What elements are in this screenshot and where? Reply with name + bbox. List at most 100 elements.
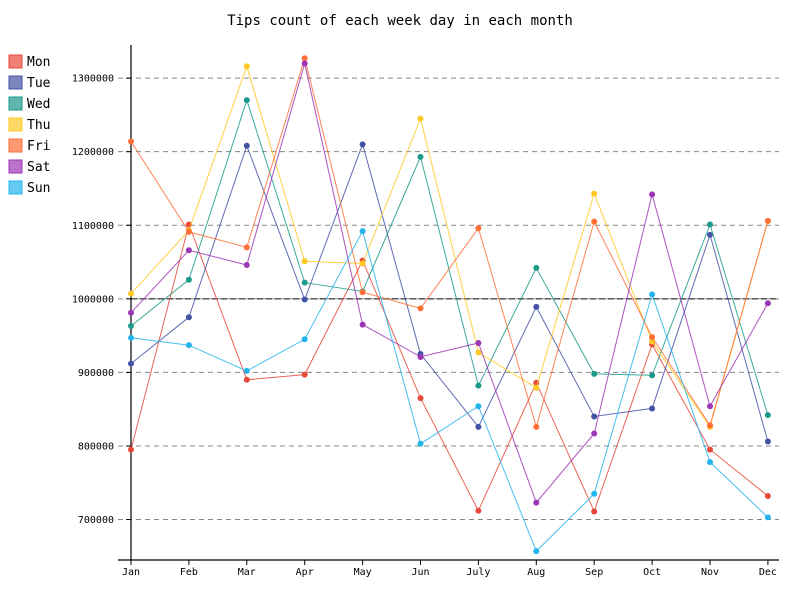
series-mon: [128, 221, 771, 515]
x-tick-label: Nov: [701, 567, 719, 578]
data-point: [764, 300, 771, 307]
data-point: [649, 334, 656, 341]
y-tick-label: 700000: [78, 515, 114, 526]
axes: [118, 45, 779, 561]
data-point: [417, 153, 424, 160]
data-point: [591, 490, 598, 497]
data-point: [591, 430, 598, 437]
data-point: [707, 221, 713, 228]
data-point: [764, 492, 771, 499]
data-point: [475, 225, 482, 232]
data-point: [359, 289, 366, 296]
legend-swatch: [8, 138, 23, 153]
data-point: [243, 97, 250, 104]
series-wed: [128, 97, 771, 419]
data-point: [185, 247, 192, 254]
x-tick-label: Mar: [238, 567, 256, 578]
x-tick-label: Sep: [585, 567, 603, 578]
data-point: [359, 260, 366, 267]
legend: Mon Tue Wed Thu Fri Sat Sun: [8, 54, 51, 196]
legend-label: Sat: [27, 160, 50, 175]
data-point: [359, 141, 366, 148]
data-point: [301, 258, 308, 265]
x-tick-label: Apr: [296, 567, 314, 578]
series-sun: [128, 228, 771, 555]
data-point: [417, 353, 424, 360]
data-point: [649, 191, 656, 198]
data-point: [764, 438, 771, 445]
data-point: [301, 296, 308, 303]
series-line: [130, 142, 769, 442]
chart-title: Tips count of each week day in each mont…: [227, 13, 573, 29]
y-tick-label: 1300000: [72, 74, 114, 85]
series-fri: [128, 55, 771, 430]
data-point: [764, 412, 771, 419]
data-point: [185, 342, 192, 349]
data-point: [301, 336, 308, 343]
data-point: [475, 507, 482, 514]
series-line: [130, 222, 769, 513]
x-tick-label: July: [466, 567, 490, 578]
data-point: [649, 291, 656, 298]
data-point: [301, 55, 308, 62]
data-point: [707, 231, 713, 238]
series-line: [130, 98, 769, 416]
legend-item-tue: Tue: [8, 75, 51, 91]
data-point: [128, 138, 134, 145]
data-point: [475, 423, 482, 430]
data-point: [533, 548, 540, 555]
data-point: [475, 403, 482, 410]
data-point: [128, 290, 134, 297]
data-point: [591, 413, 598, 420]
legend-swatch: [8, 96, 23, 111]
data-point: [475, 382, 482, 389]
x-tick-label: Dec: [759, 567, 777, 578]
data-point: [417, 305, 424, 312]
legend-item-thu: Thu: [8, 117, 50, 133]
data-point: [128, 446, 134, 453]
y-tick-label: 1100000: [72, 221, 114, 232]
data-point: [649, 372, 656, 379]
data-point: [475, 339, 482, 346]
data-point: [185, 228, 192, 235]
legend-label: Thu: [27, 118, 50, 133]
legend-item-wed: Wed: [8, 96, 50, 112]
legend-label: Mon: [27, 55, 50, 70]
data-point: [243, 376, 250, 383]
legend-item-mon: Mon: [8, 54, 50, 70]
series-sat: [128, 60, 771, 506]
legend-item-fri: Fri: [8, 138, 50, 154]
series-group: [128, 55, 771, 555]
data-point: [707, 459, 713, 466]
data-point: [533, 303, 540, 310]
series-line: [130, 63, 769, 504]
data-point: [591, 370, 598, 377]
data-point: [533, 423, 540, 430]
legend-swatch: [8, 75, 23, 90]
data-point: [417, 395, 424, 402]
data-point: [128, 309, 134, 316]
series-line: [130, 56, 769, 429]
data-point: [417, 115, 424, 122]
legend-label: Wed: [27, 97, 50, 112]
legend-swatch: [8, 117, 23, 132]
data-point: [417, 440, 424, 447]
data-point: [591, 190, 598, 197]
data-point: [707, 422, 713, 429]
series-tue: [128, 141, 771, 445]
data-point: [243, 367, 250, 374]
x-tick-label: Oct: [643, 567, 661, 578]
data-point: [243, 261, 250, 268]
x-axis-ticks: Jan Feb Mar Apr May Jun July Aug Sep Oct Nov Dec: [122, 560, 777, 578]
x-tick-label: Jun: [411, 567, 429, 578]
x-tick-label: Feb: [180, 567, 198, 578]
legend-item-sat: Sat: [8, 159, 50, 175]
data-point: [128, 360, 134, 367]
legend-swatch: [8, 54, 23, 69]
data-point: [475, 349, 482, 356]
y-axis-ticks: 700000 800000 900000 1000000 1100000 1200000 1…: [72, 74, 131, 526]
legend-label: Tue: [27, 76, 51, 91]
data-point: [185, 276, 192, 283]
y-tick-label: 800000: [78, 441, 114, 452]
data-point: [243, 142, 250, 149]
